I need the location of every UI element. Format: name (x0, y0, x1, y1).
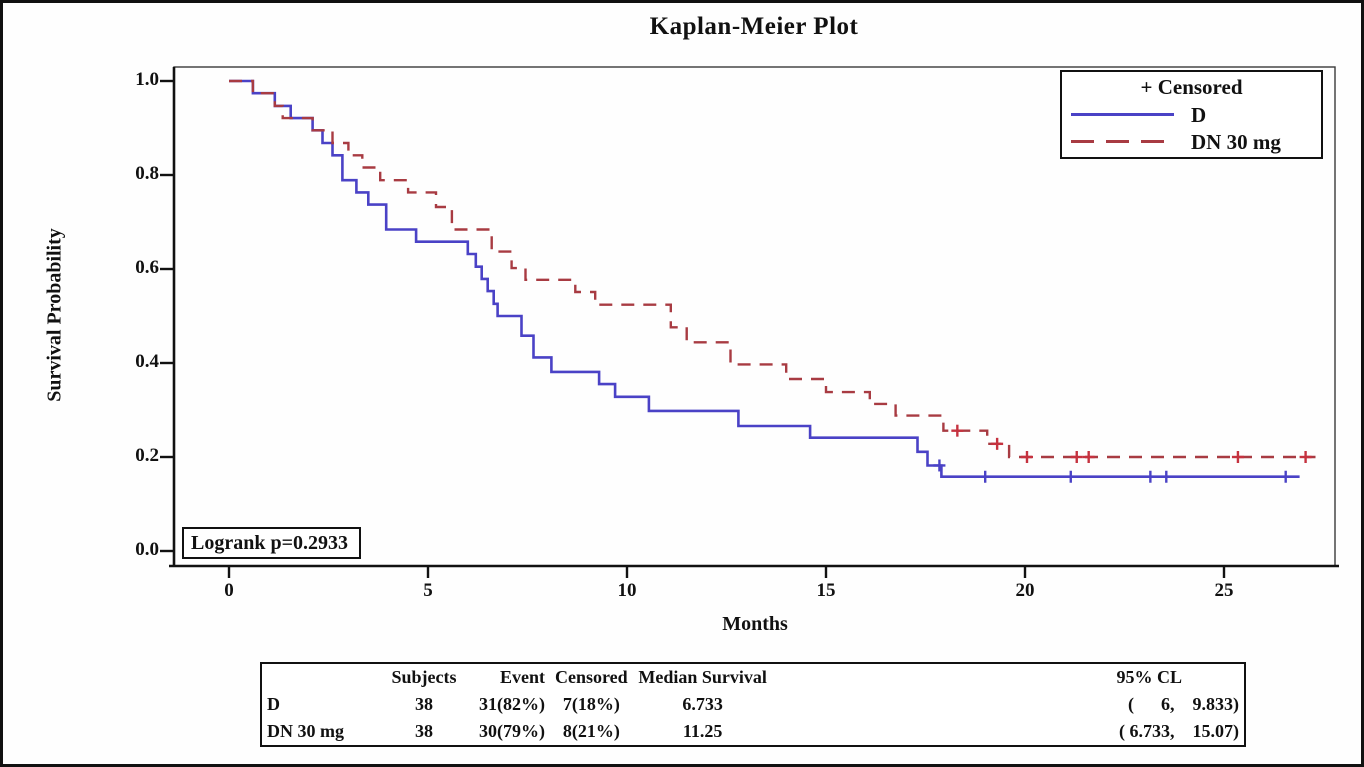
legend: + Censored D DN 30 mg (1060, 70, 1323, 159)
cell-event: 30(79%) (479, 721, 545, 741)
y-tick-label: 0.8 (135, 163, 159, 184)
cell-median: 6.733 (682, 694, 723, 714)
x-tick-label: 5 (423, 580, 433, 601)
cell-event: 31(82%) (479, 694, 545, 714)
x-tick-label: 10 (617, 580, 637, 601)
y-tick-label: 0.2 (135, 445, 159, 466)
cell-median: 11.25 (682, 721, 723, 741)
page-title: Kaplan-Meier Plot (649, 13, 859, 40)
logrank-pvalue-box: Logrank p=0.2933 (182, 527, 361, 559)
x-tick-label: 20 (1015, 580, 1035, 601)
cell-95cl: ( 6, 9.833) (1128, 694, 1239, 714)
cell-censored: 7(18%) (562, 694, 620, 714)
table-row-dn30mg: DN 30 mg 38 30(79%) 8(21%) 11.25 ( 6.733… (262, 718, 1244, 745)
cell-censored: 8(21%) (562, 721, 620, 741)
y-tick-label: 0.0 (135, 539, 159, 560)
y-tick-label: 1.0 (135, 69, 159, 90)
summary-header-row: Subjects Event Censored Median Survival … (262, 664, 1244, 691)
header-group (262, 664, 374, 691)
y-tick-label: 0.4 (135, 351, 159, 372)
legend-label-dn30mg: DN 30 mg (1191, 129, 1281, 154)
cell-95cl: ( 6.733, 15.07) (1119, 721, 1239, 741)
legend-entry-dn30mg: DN 30 mg (1062, 128, 1321, 155)
x-tick-label: 15 (816, 580, 836, 601)
km-curve-d (229, 79, 1300, 478)
cell-subjects: 38 (415, 694, 433, 714)
y-axis-label: Survival Probability (43, 228, 66, 402)
cell-subjects: 38 (415, 721, 433, 741)
x-tick-label: 25 (1214, 580, 1234, 601)
legend-label-d: D (1191, 102, 1207, 127)
header-censored: Censored (555, 667, 628, 687)
km-plot-canvas (160, 66, 1339, 578)
header-95-cl: 95% CL (1116, 667, 1182, 687)
y-tick-label: 0.6 (135, 257, 159, 278)
header-subjects: Subjects (391, 667, 457, 687)
dn30mg-dashed-line-sample-icon (1071, 140, 1174, 143)
survival-summary-table: Subjects Event Censored Median Survival … (260, 662, 1246, 747)
cell-group: DN 30 mg (267, 721, 344, 741)
header-median-survival: Median Survival (638, 667, 767, 687)
cell-group: D (267, 694, 280, 714)
x-tick-label: 0 (224, 580, 234, 601)
legend-censored-label: + Censored (1140, 75, 1243, 99)
d-line-sample-icon (1071, 113, 1174, 116)
x-axis-label: Months (722, 613, 788, 635)
km-curve-dn30mg (229, 79, 1316, 459)
table-row-d: D 38 31(82%) 7(18%) 6.733 ( 6, 9.833) (262, 691, 1244, 718)
legend-entry-d: D (1062, 101, 1321, 128)
header-event: Event (500, 667, 545, 687)
